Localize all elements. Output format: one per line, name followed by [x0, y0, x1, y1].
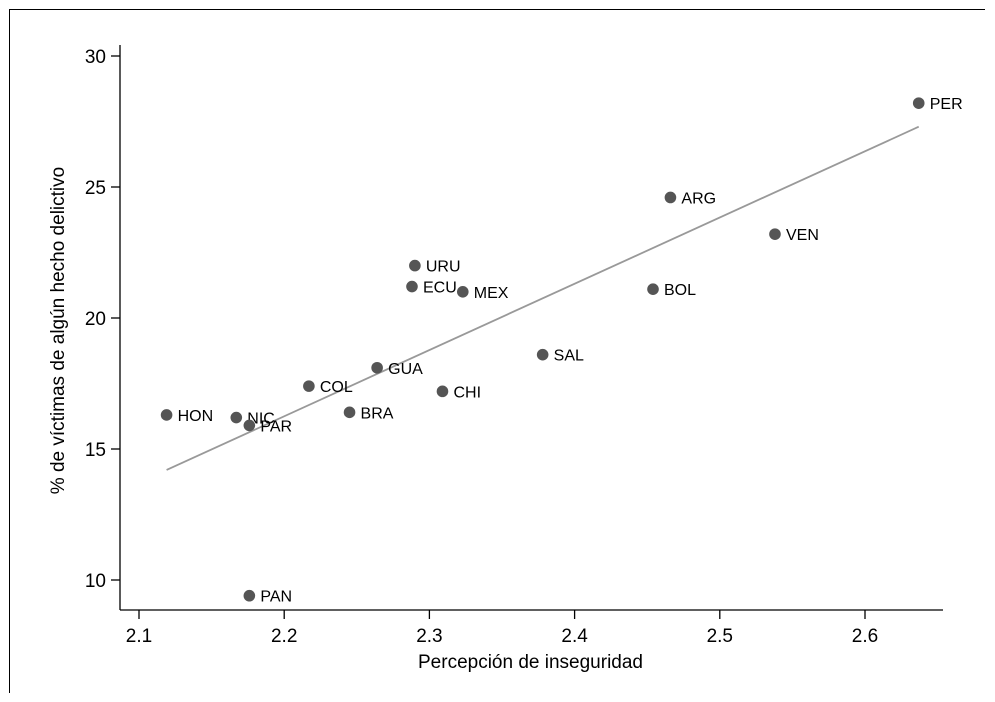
point-label-bra: BRA	[361, 405, 394, 422]
point-label-ven: VEN	[786, 227, 819, 244]
point-ecu	[406, 281, 418, 293]
point-label-pan: PAN	[260, 589, 292, 606]
point-bol	[647, 283, 659, 295]
point-label-chi: CHI	[453, 384, 481, 401]
point-pan	[244, 590, 256, 602]
point-hon	[161, 409, 173, 421]
point-mex	[457, 286, 469, 298]
y-axis-title: % de víctimas de algún hecho delictivo	[48, 167, 69, 494]
point-label-uru: URU	[426, 259, 461, 276]
point-label-sal: SAL	[554, 348, 584, 365]
point-label-col: COL	[320, 379, 353, 396]
point-label-arg: ARG	[681, 190, 716, 207]
point-gua	[371, 362, 383, 374]
point-nic	[230, 412, 242, 424]
point-label-par: PAR	[260, 418, 292, 435]
point-ven	[769, 228, 781, 240]
x-tick-label: 2.6	[852, 626, 878, 647]
point-chi	[437, 386, 449, 398]
point-label-hon: HON	[178, 408, 214, 425]
y-tick-label: 30	[85, 47, 106, 68]
y-tick-label: 25	[85, 178, 106, 199]
x-tick-label: 2.3	[416, 626, 442, 647]
point-label-bol: BOL	[664, 282, 696, 299]
x-tick-label: 2.5	[707, 626, 733, 647]
point-par	[244, 420, 256, 432]
point-sal	[537, 349, 549, 361]
point-col	[303, 380, 315, 392]
point-per	[913, 97, 925, 109]
point-label-per: PER	[930, 96, 963, 113]
point-bra	[344, 407, 356, 419]
y-tick-label: 20	[85, 309, 106, 330]
point-label-gua: GUA	[388, 361, 423, 378]
x-tick-label: 2.4	[561, 626, 588, 647]
point-label-mex: MEX	[474, 285, 509, 302]
point-arg	[665, 192, 677, 204]
y-tick-label: 10	[85, 571, 106, 592]
x-tick-label: 2.1	[126, 626, 152, 647]
x-axis-title: Percepción de inseguridad	[418, 652, 643, 673]
axes: 2.1 2.2 2.3 2.4 2.5 2.6 10 15 20 25 30	[85, 45, 943, 647]
y-tick-label: 15	[85, 440, 106, 461]
point-label-ecu: ECU	[423, 280, 457, 297]
x-tick-label: 2.2	[271, 626, 297, 647]
point-uru	[409, 260, 421, 272]
